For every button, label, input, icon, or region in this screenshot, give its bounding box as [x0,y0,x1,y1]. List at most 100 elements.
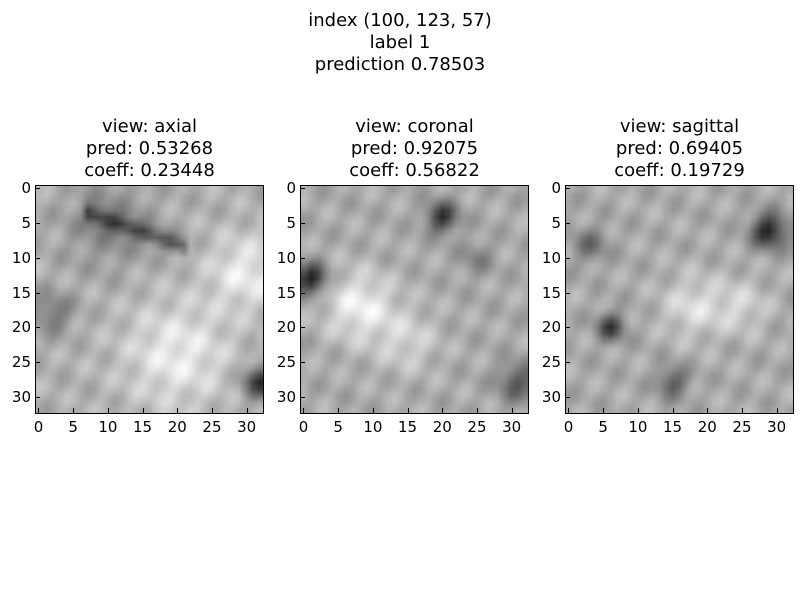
x-tick-mark [211,408,213,413]
x-tick-label: 5 [333,418,343,436]
y-tick-mark [300,361,305,363]
y-tick-label: 10 [276,248,296,267]
panel-pred-text: pred: 0.53268 [85,138,214,159]
y-tick-mark [300,223,305,225]
x-tick-label: 10 [363,418,383,436]
x-tick-mark [637,408,639,413]
y-tick-mark [35,396,40,398]
x-tick-label: 30 [502,418,522,436]
y-tick-mark [35,361,40,363]
y-tick-label: 25 [541,352,561,371]
panel-axial: view: axial pred: 0.53268 coeff: 0.23448 0 5… [0,116,270,446]
y-tick-mark [35,327,40,329]
x-tick-label: 5 [598,418,608,436]
panel-pred-text: pred: 0.69405 [615,138,744,159]
label-text: label 1 [369,32,431,53]
y-tick-label: 10 [541,248,561,267]
x-tick-label: 5 [68,418,78,436]
x-tick-mark [303,408,305,413]
y-tick-mark [565,257,570,259]
y-tick-label: 0 [286,179,296,198]
x-tick-mark [511,408,513,413]
y-tick-mark [565,188,570,190]
mri-slice-image [35,185,264,414]
y-tick-label: 25 [11,352,31,371]
x-tick-label: 25 [732,418,752,436]
index-text: index (100, 123, 57) [308,10,492,31]
x-tick-label: 15 [398,418,418,436]
y-tick-mark [565,292,570,294]
slice-canvas [36,186,263,413]
x-tick-mark [372,408,374,413]
y-tick-mark [35,188,40,190]
x-tick-mark [741,408,743,413]
panel-coronal: view: coronal pred: 0.92075 coeff: 0.56822… [265,116,535,446]
y-tick-label: 15 [11,283,31,302]
y-tick-label: 30 [276,387,296,406]
y-tick-label: 30 [11,387,31,406]
y-tick-label: 20 [276,318,296,337]
y-tick-label: 0 [551,179,561,198]
prediction-text: prediction 0.78503 [314,54,486,75]
x-tick-label: 30 [237,418,257,436]
x-tick-mark [476,408,478,413]
x-tick-mark [142,408,144,413]
x-tick-mark [73,408,75,413]
panel-title: view: axial pred: 0.53268 coeff: 0.23448 [0,116,299,182]
y-tick-mark [565,396,570,398]
figure-title: index (100, 123, 57) label 1 prediction … [0,10,800,76]
y-tick-mark [35,292,40,294]
y-tick-label: 5 [286,214,296,233]
y-tick-label: 15 [276,283,296,302]
slice-canvas [566,186,793,413]
x-tick-mark [38,408,40,413]
x-tick-label: 10 [98,418,118,436]
x-tick-mark [776,408,778,413]
x-tick-mark [107,408,109,413]
x-tick-mark [672,408,674,413]
y-tick-label: 0 [21,179,31,198]
slice-canvas [301,186,528,413]
x-tick-label: 15 [133,418,153,436]
panel-pred-text: pred: 0.92075 [350,138,479,159]
y-tick-label: 30 [541,387,561,406]
y-tick-label: 5 [551,214,561,233]
x-tick-mark [407,408,409,413]
y-tick-label: 10 [11,248,31,267]
y-tick-mark [565,327,570,329]
panel-view-text: view: coronal [355,116,474,137]
x-tick-label: 0 [33,418,44,436]
x-tick-mark [568,408,570,413]
x-tick-label: 20 [697,418,717,436]
y-tick-mark [300,257,305,259]
y-tick-label: 5 [21,214,31,233]
panel-view-text: view: axial [102,116,197,137]
y-tick-mark [35,257,40,259]
x-tick-mark [603,408,605,413]
y-tick-mark [565,223,570,225]
panel-coeff-text: coeff: 0.19729 [614,160,745,181]
y-tick-label: 25 [276,352,296,371]
y-tick-mark [300,188,305,190]
x-tick-label: 30 [767,418,787,436]
x-tick-label: 10 [628,418,648,436]
panel-title: view: sagittal pred: 0.69405 coeff: 0.1972… [530,116,800,182]
x-tick-mark [177,408,179,413]
panel-coeff-text: coeff: 0.56822 [349,160,480,181]
x-tick-label: 20 [167,418,187,436]
x-tick-label: 0 [563,418,574,436]
y-tick-label: 15 [541,283,561,302]
x-tick-mark [246,408,248,413]
x-tick-mark [338,408,340,413]
mri-slice-image [565,185,794,414]
mri-slice-image [300,185,529,414]
x-tick-mark [442,408,444,413]
y-tick-label: 20 [11,318,31,337]
y-tick-mark [300,327,305,329]
y-tick-mark [300,292,305,294]
panel-coeff-text: coeff: 0.23448 [84,160,215,181]
x-tick-mark [707,408,709,413]
y-tick-mark [565,361,570,363]
x-tick-label: 15 [663,418,683,436]
panel-title: view: coronal pred: 0.92075 coeff: 0.56822 [265,116,564,182]
